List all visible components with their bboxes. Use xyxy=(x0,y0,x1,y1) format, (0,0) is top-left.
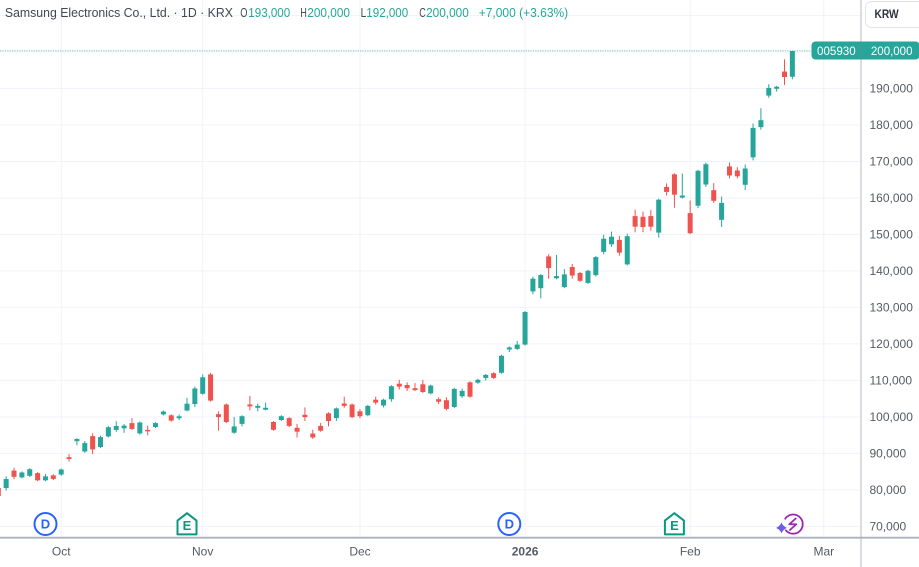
svg-text:140,000: 140,000 xyxy=(870,264,914,278)
svg-text:70,000: 70,000 xyxy=(870,520,907,534)
svg-text:100,000: 100,000 xyxy=(870,410,914,424)
svg-text:192,000: 192,000 xyxy=(366,5,408,20)
svg-text:Feb: Feb xyxy=(680,545,701,559)
svg-text:C: C xyxy=(419,5,426,20)
svg-text:160,000: 160,000 xyxy=(870,191,914,205)
svg-text:90,000: 90,000 xyxy=(870,447,907,461)
svg-text:Nov: Nov xyxy=(192,545,213,559)
svg-text:170,000: 170,000 xyxy=(870,155,914,169)
svg-text:2026: 2026 xyxy=(512,545,539,559)
svg-text:200,000: 200,000 xyxy=(426,5,469,20)
svg-text:130,000: 130,000 xyxy=(870,301,914,315)
svg-text:200,000: 200,000 xyxy=(307,5,350,20)
svg-text:180,000: 180,000 xyxy=(870,118,914,132)
svg-text:KRW: KRW xyxy=(875,9,899,21)
svg-text:Mar: Mar xyxy=(813,545,834,559)
svg-text:Dec: Dec xyxy=(349,545,370,559)
svg-text:+7,000 (+3.63%): +7,000 (+3.63%) xyxy=(479,5,569,20)
svg-text:200,000: 200,000 xyxy=(871,44,913,58)
svg-text:O: O xyxy=(240,5,247,20)
svg-text:80,000: 80,000 xyxy=(870,483,907,497)
svg-text:110,000: 110,000 xyxy=(870,374,913,388)
svg-text:E: E xyxy=(183,518,192,533)
svg-text:120,000: 120,000 xyxy=(870,337,914,351)
svg-text:190,000: 190,000 xyxy=(870,82,914,96)
svg-text:193,000: 193,000 xyxy=(248,5,290,20)
svg-text:H: H xyxy=(300,5,307,20)
svg-text:Oct: Oct xyxy=(52,545,71,559)
svg-text:005930: 005930 xyxy=(817,44,856,58)
svg-text:E: E xyxy=(670,518,679,533)
svg-text:Samsung Electronics Co., Ltd.: Samsung Electronics Co., Ltd. · 1D · KRX xyxy=(5,5,233,20)
svg-text:L: L xyxy=(361,5,367,20)
svg-text:150,000: 150,000 xyxy=(870,228,914,242)
svg-text:D: D xyxy=(41,517,50,532)
svg-text:D: D xyxy=(505,517,514,532)
